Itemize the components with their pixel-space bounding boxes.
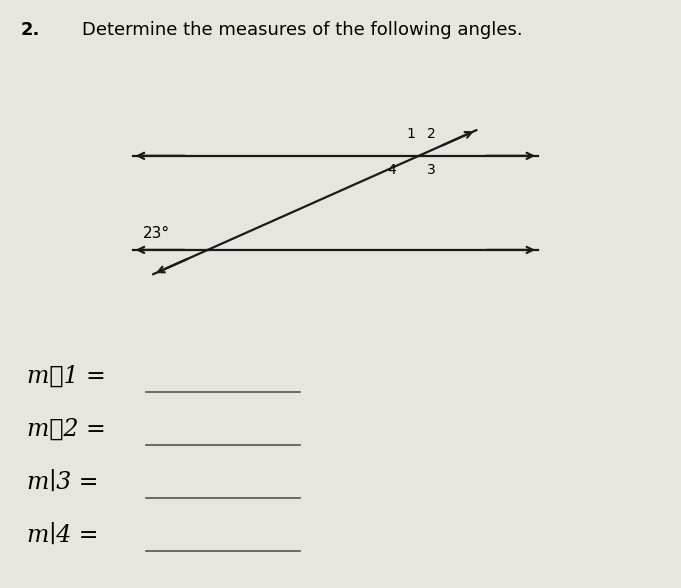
- Text: 3: 3: [427, 163, 435, 177]
- Text: 4: 4: [387, 163, 396, 177]
- Text: m∡1 =: m∡1 =: [27, 365, 106, 388]
- Text: m∣3 =: m∣3 =: [27, 471, 99, 494]
- Text: m∣4 =: m∣4 =: [27, 524, 99, 547]
- Text: 2: 2: [427, 127, 435, 141]
- Text: m∢2 =: m∢2 =: [27, 418, 106, 441]
- Text: 1: 1: [406, 127, 415, 141]
- Text: 23°: 23°: [143, 226, 170, 241]
- Text: Determine the measures of the following angles.: Determine the measures of the following …: [82, 21, 522, 39]
- Text: 2.: 2.: [20, 21, 39, 39]
